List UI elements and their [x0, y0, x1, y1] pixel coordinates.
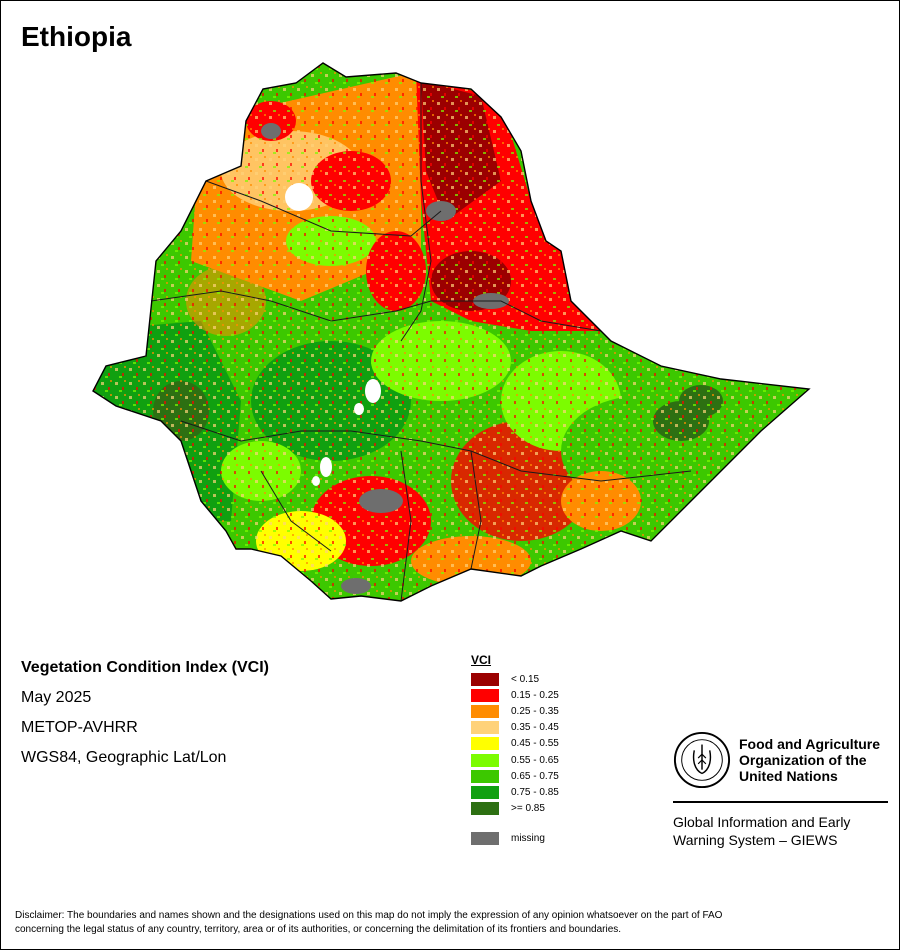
- map-title: Ethiopia: [21, 21, 132, 52]
- legend-label: 0.75 - 0.85: [511, 786, 559, 798]
- legend-item: < 0.15: [471, 671, 559, 687]
- disclaimer-line1: Disclaimer: The boundaries and names sho…: [15, 910, 723, 921]
- legend-swatch: [471, 737, 499, 751]
- fao-name-line1: Food and Agriculture: [739, 736, 881, 752]
- legend-item: >= 0.85: [471, 801, 559, 817]
- map-period: May 2025: [21, 689, 92, 706]
- legend-swatch: [471, 721, 499, 735]
- legend-label: 0.15 - 0.25: [511, 689, 559, 701]
- legend-label: < 0.15: [511, 673, 540, 685]
- sensor-name: METOP-AVHRR: [21, 719, 138, 736]
- fao-name-line2: Organization of the: [739, 752, 867, 768]
- disclaimer-line2: concerning the legal status of any count…: [15, 924, 622, 935]
- giews-name: Global Information and Early Warning Sys…: [673, 813, 850, 849]
- legend-item: 0.15 - 0.25: [471, 687, 559, 703]
- region-boundaries: [150, 83, 692, 602]
- legend-swatch: [471, 672, 499, 686]
- giews-line1: Global Information and Early: [673, 814, 851, 830]
- legend-label: 0.45 - 0.55: [511, 738, 559, 750]
- legend-swatch: [471, 753, 499, 767]
- disclaimer: Disclaimer: The boundaries and names sho…: [15, 909, 885, 937]
- legend-label: 0.55 - 0.65: [511, 754, 559, 766]
- legend-label-missing: missing: [511, 833, 545, 845]
- legend-swatch: [471, 802, 499, 816]
- legend-swatch-missing: [471, 832, 499, 846]
- legend-item: 0.75 - 0.85: [471, 784, 559, 800]
- legend-item: 0.65 - 0.75: [471, 768, 559, 784]
- legend-item: 0.35 - 0.45: [471, 720, 559, 736]
- vci-raster: [93, 63, 809, 601]
- legend-swatch: [471, 769, 499, 783]
- legend-swatch: [471, 704, 499, 718]
- legend-item: 0.55 - 0.65: [471, 752, 559, 768]
- legend-swatch: [471, 785, 499, 799]
- projection-info: WGS84, Geographic Lat/Lon: [21, 749, 227, 766]
- vci-legend: VCI < 0.15 0.15 - 0.25 0.25 - 0.35 0.35 - 0…: [471, 651, 559, 847]
- product-name: Vegetation Condition Index (VCI): [21, 659, 269, 676]
- legend-item-missing: missing: [471, 831, 559, 847]
- legend-title: VCI: [471, 653, 492, 667]
- legend-label: 0.65 - 0.75: [511, 770, 559, 782]
- legend-label: >= 0.85: [511, 803, 545, 815]
- legend-swatch: [471, 688, 499, 702]
- legend-label: 0.25 - 0.35: [511, 705, 559, 717]
- vci-map: [92, 62, 810, 602]
- fao-name-line3: United Nations: [739, 768, 838, 784]
- fao-name: Food and Agriculture Organization of the…: [739, 736, 880, 784]
- legend-item: 0.45 - 0.55: [471, 736, 559, 752]
- branding-divider: [673, 801, 888, 803]
- giews-line2: Warning System – GIEWS: [673, 832, 838, 848]
- map-info: Vegetation Condition Index (VCI) May 202…: [21, 657, 269, 777]
- fao-logo-icon: [673, 731, 731, 789]
- legend-item: 0.25 - 0.35: [471, 703, 559, 719]
- legend-label: 0.35 - 0.45: [511, 722, 559, 734]
